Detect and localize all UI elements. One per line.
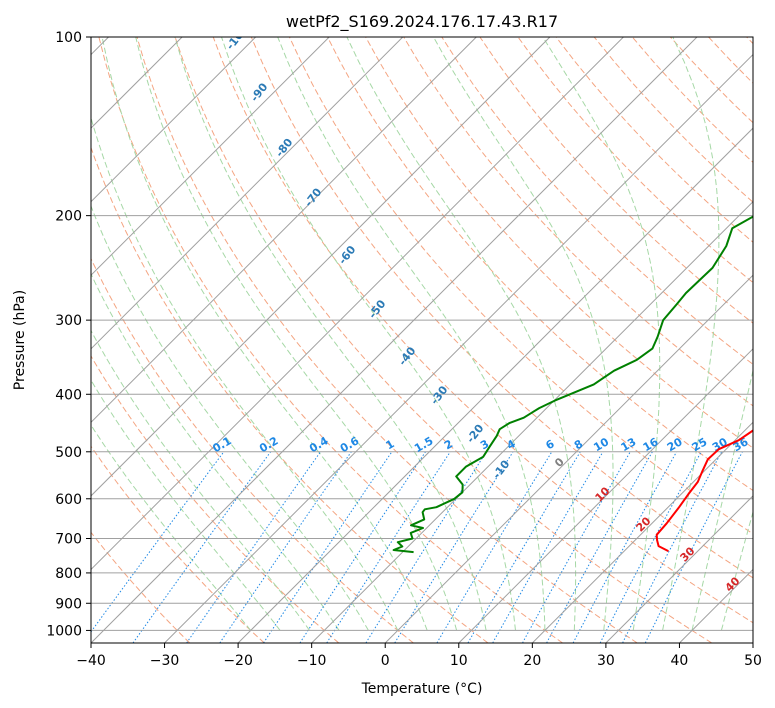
mixing-ratio-line xyxy=(186,451,321,643)
background-lines xyxy=(91,37,753,643)
x-tick-label: 20 xyxy=(523,653,541,669)
y-tick-label: 700 xyxy=(55,532,82,548)
dry-adiabat xyxy=(403,37,753,407)
isotherm xyxy=(237,127,753,643)
y-tick-label: 800 xyxy=(55,566,82,582)
x-axis-label: Temperature (°C) xyxy=(361,681,483,697)
x-tick-label: −40 xyxy=(76,653,106,669)
moist-adiabat xyxy=(433,37,614,631)
mixing-ratio-line xyxy=(644,451,743,643)
dry-adiabat xyxy=(441,37,753,365)
mixing-ratio-line xyxy=(91,451,225,633)
y-tick-label: 500 xyxy=(55,445,82,461)
y-axis: 100 200 300 400 500 600 700 800 900 1000 xyxy=(46,30,91,639)
mixing-ratio-line xyxy=(436,451,553,643)
dry-adiabat xyxy=(91,146,489,643)
isotherm xyxy=(752,642,753,643)
y-tick-label: 100 xyxy=(55,30,82,46)
moist-adiabat xyxy=(91,424,252,631)
y-tick-label: 900 xyxy=(55,596,82,612)
dry-adiabat xyxy=(91,355,340,643)
profiles xyxy=(392,215,753,554)
moist-adiabat xyxy=(174,37,487,631)
isotherm xyxy=(311,200,753,643)
mixing-ratio-line xyxy=(326,451,451,643)
x-tick-label: 30 xyxy=(597,653,615,669)
y-tick-label: 400 xyxy=(55,387,82,403)
mixing-ratio-line xyxy=(572,451,678,643)
y-tick-label: 200 xyxy=(55,209,82,225)
mixing-ratio-line xyxy=(546,451,653,643)
mixing-ratio-line xyxy=(132,451,272,643)
dry-adiabat xyxy=(91,445,265,643)
y-tick-label: 300 xyxy=(55,313,82,329)
x-tick-label: 50 xyxy=(744,653,762,669)
mixing-ratio-line xyxy=(622,451,723,643)
moist-adiabat xyxy=(542,37,661,631)
dry-adiabat xyxy=(327,37,753,492)
y-tick-label: 600 xyxy=(55,492,82,508)
isotherm xyxy=(458,348,753,643)
y-axis-label: Pressure (hPa) xyxy=(12,290,28,390)
isotherm xyxy=(91,37,404,350)
mixing-ratio-line xyxy=(263,451,393,643)
moist-adiabat xyxy=(91,272,340,631)
moist-adiabat xyxy=(135,37,458,631)
dry-adiabat xyxy=(517,37,753,284)
isotherm xyxy=(91,37,551,497)
mixing-ratio-line xyxy=(394,451,514,643)
dry-adiabat xyxy=(91,531,191,643)
mixing-ratio-line xyxy=(522,451,631,643)
mixing-ratio-line xyxy=(599,451,702,643)
mixing-ratio-line xyxy=(219,451,352,643)
x-tick-label: 10 xyxy=(450,653,468,669)
moist-adiabat xyxy=(662,37,720,631)
isotherm xyxy=(91,37,257,203)
isotherm xyxy=(384,274,753,643)
dewpoint-profile xyxy=(392,215,753,554)
dry-adiabat xyxy=(250,37,753,579)
mixing-ratio-line xyxy=(299,451,426,643)
dry-adiabat xyxy=(212,37,753,624)
isotherm xyxy=(91,37,477,424)
x-tick-label: 0 xyxy=(381,653,390,669)
x-axis: −40 −30 −20 −10 0 10 20 30 40 50 xyxy=(76,643,762,669)
plot-frame xyxy=(90,36,754,644)
moist-adiabat xyxy=(691,368,753,631)
isotherm xyxy=(91,37,624,571)
moist-adiabat xyxy=(101,37,428,631)
isotherm xyxy=(164,53,753,643)
dry-adiabat xyxy=(98,37,563,643)
mixing-ratio-line xyxy=(365,451,487,643)
x-tick-label: 40 xyxy=(671,653,689,669)
x-tick-label: −30 xyxy=(150,653,180,669)
isotherm xyxy=(605,495,753,643)
moist-adiabat xyxy=(91,204,369,631)
chart-title: wetPf2_S169.2024.176.17.43.R17 xyxy=(286,12,558,32)
dry-adiabat xyxy=(136,37,638,643)
moist-adiabat xyxy=(91,116,399,631)
isotherm xyxy=(91,37,698,643)
moist-adiabat xyxy=(277,37,546,631)
isotherm xyxy=(91,37,330,276)
x-tick-label: −10 xyxy=(297,653,327,669)
moist-adiabat xyxy=(346,37,577,631)
isotherm xyxy=(531,421,753,643)
y-tick-label: 1000 xyxy=(46,623,82,639)
x-tick-label: −20 xyxy=(223,653,253,669)
temperature-profile xyxy=(655,429,753,552)
